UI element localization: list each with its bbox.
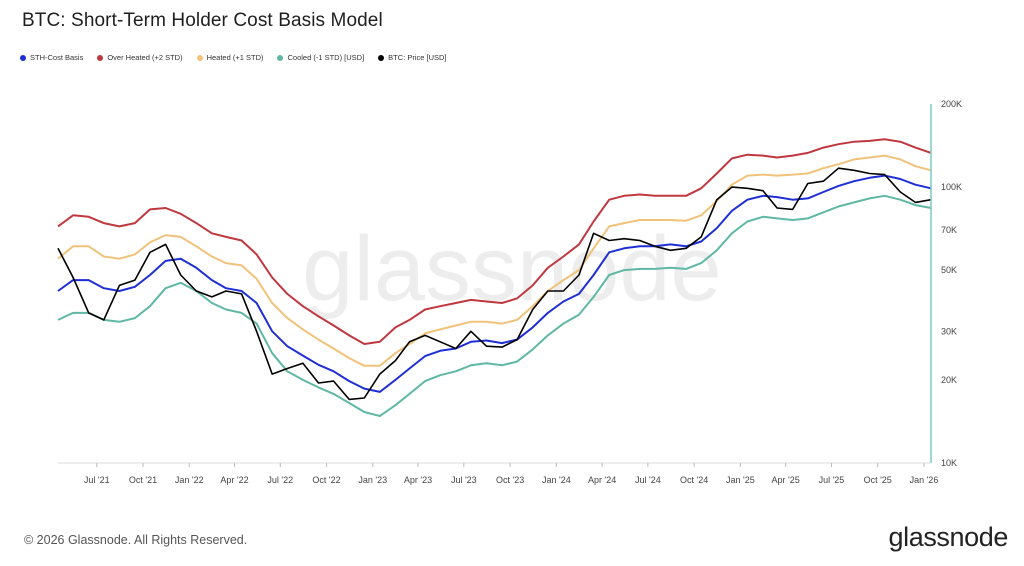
legend-dot	[378, 54, 385, 61]
series-line-cooled-1-std-usd	[57, 194, 932, 417]
legend-item-heated-1-std[interactable]: Heated (+1 STD)	[196, 53, 264, 62]
chart-legend: STH-Cost Basis Over Heated (+2 STD) Heated…	[20, 53, 447, 62]
x-tick-label: Jul '23	[451, 475, 477, 485]
y-tick-label: 20K	[941, 375, 957, 385]
legend-item-cooled-1-std-usd[interactable]: Cooled (-1 STD) [USD]	[277, 53, 364, 62]
x-tick-label: Jan '22	[175, 475, 204, 485]
x-tick-label: Jan '26	[910, 475, 939, 485]
x-tick-label: Oct '22	[312, 475, 340, 485]
legend-label: Cooled (-1 STD) [USD]	[287, 53, 365, 62]
y-tick-label: 30K	[941, 326, 957, 336]
legend-label: Heated (+1 STD)	[206, 53, 264, 62]
x-tick-label: Oct '21	[129, 475, 157, 485]
series-line-over-heated-2-std	[57, 138, 932, 345]
series-line-sth-cost-basis	[57, 174, 932, 393]
legend-dot	[20, 54, 26, 61]
legend-label: Over Heated (+2 STD)	[107, 53, 183, 62]
x-tick-label: Jul '21	[84, 475, 110, 485]
x-tick-label: Jul '25	[819, 475, 845, 485]
y-tick-label: 10K	[941, 458, 957, 468]
legend-item-over-heated-2-std[interactable]: Over Heated (+2 STD)	[97, 53, 183, 62]
x-tick-label: Apr '24	[588, 475, 616, 485]
copyright-text: © 2026 Glassnode. All Rights Reserved.	[24, 533, 248, 547]
x-tick-label: Oct '23	[496, 475, 524, 485]
legend-dot	[97, 54, 104, 61]
x-tick-label: Apr '22	[220, 475, 248, 485]
chart-title: BTC: Short-Term Holder Cost Basis Model	[22, 10, 383, 31]
series-line-heated-1-std	[57, 154, 932, 367]
x-tick-label: Jan '25	[726, 475, 755, 485]
x-tick-label: Jan '23	[358, 475, 387, 485]
x-tick-label: Jul '24	[635, 475, 661, 485]
legend-label: STH-Cost Basis	[30, 53, 84, 62]
legend-dot	[277, 54, 284, 61]
legend-dot	[196, 54, 203, 61]
legend-item-btc-price-usd[interactable]: BTC: Price [USD]	[378, 53, 447, 62]
x-tick-label: Apr '23	[404, 475, 432, 485]
y-tick-label: 50K	[941, 265, 957, 275]
x-tick-label: Jul '22	[267, 475, 293, 485]
series-line-btc-price-usd	[57, 167, 932, 401]
legend-label: BTC: Price [USD]	[388, 53, 447, 62]
y-tick-label: 200K	[941, 99, 962, 109]
x-tick-label: Jan '24	[542, 475, 571, 485]
y-tick-label: 70K	[941, 225, 957, 235]
x-tick-label: Oct '25	[864, 475, 892, 485]
x-tick-label: Oct '24	[680, 475, 708, 485]
x-tick-label: Apr '25	[772, 475, 800, 485]
y-tick-label: 100K	[941, 182, 962, 192]
brand-logo-text: glassnode	[888, 522, 1009, 552]
legend-item-sth-cost-basis[interactable]: STH-Cost Basis	[20, 53, 83, 62]
